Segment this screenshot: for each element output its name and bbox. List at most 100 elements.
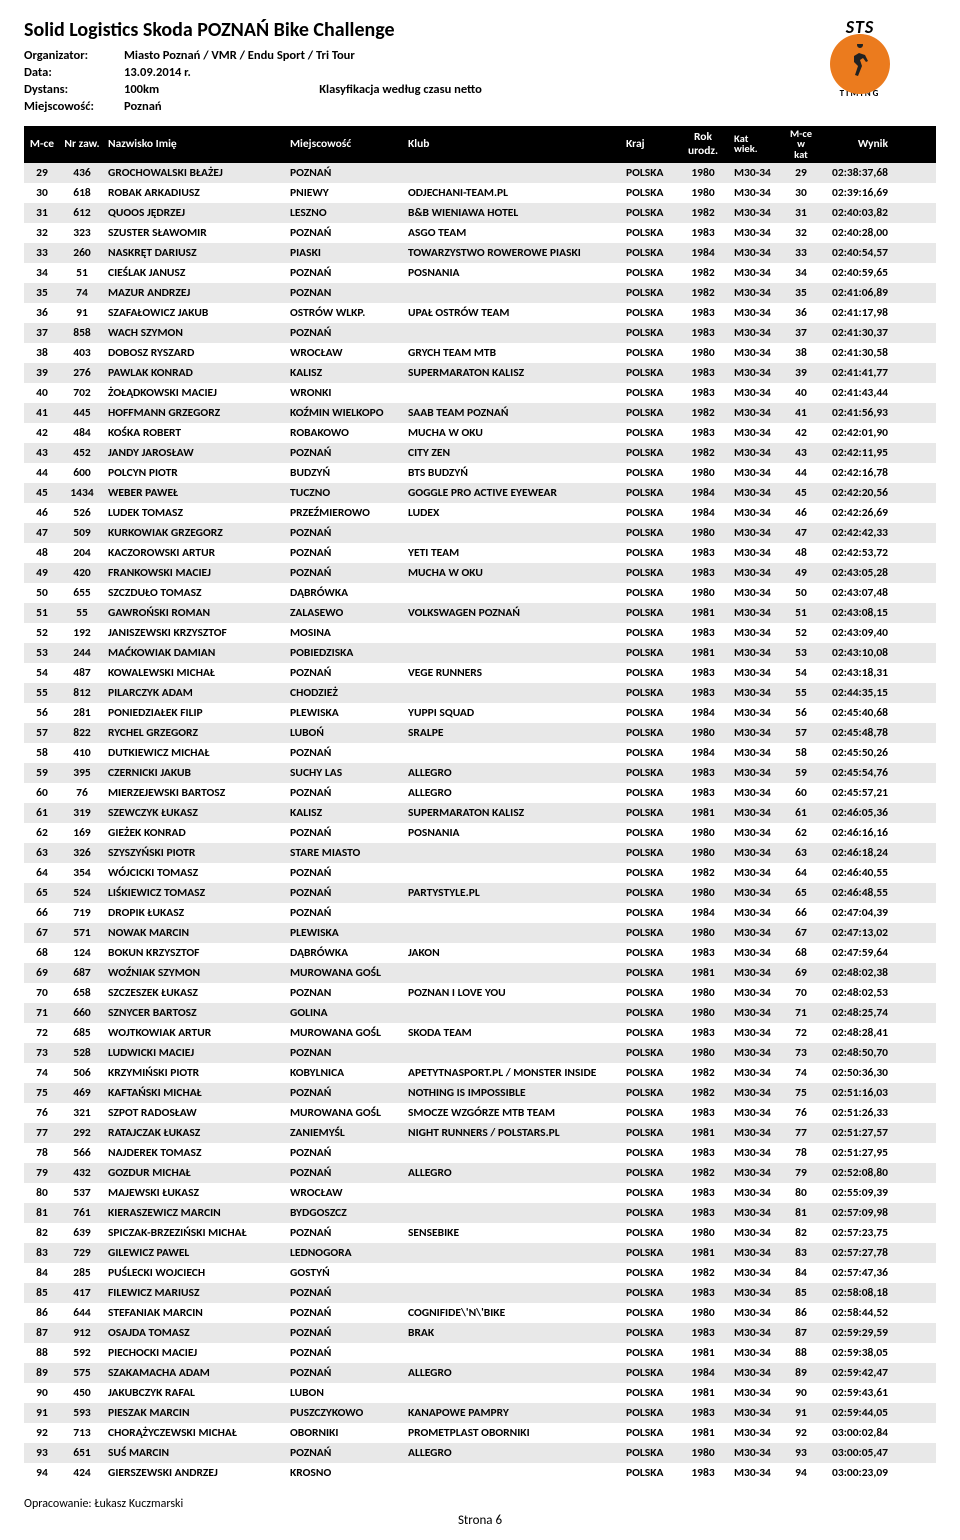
cell-mcek: 59 (782, 763, 820, 783)
cell-mce: 77 (24, 1123, 60, 1143)
cell-kat: M30-34 (730, 1263, 782, 1283)
cell-club: CITY ZEN (404, 443, 622, 463)
meta-organizator-label: Organizator: (24, 48, 124, 65)
cell-rok: 1980 (676, 163, 730, 183)
table-row: 54487KOWALEWSKI MICHAŁPOZNAŃVEGE RUNNERS… (24, 663, 936, 683)
cell-rok: 1983 (676, 543, 730, 563)
cell-mce: 36 (24, 303, 60, 323)
cell-kraj: POLSKA (622, 943, 676, 963)
cell-mce: 61 (24, 803, 60, 823)
cell-club: SUPERMARATON KALISZ (404, 803, 622, 823)
cell-kat: M30-34 (730, 783, 782, 803)
cell-club: ASGO TEAM (404, 223, 622, 243)
table-row: 3691SZAFAŁOWICZ JAKUBOSTRÓW WLKP.UPAŁ OS… (24, 303, 936, 323)
cell-name: SZEWCZYK ŁUKASZ (104, 803, 286, 823)
cell-wynik: 02:47:13,02 (820, 923, 894, 943)
cell-name: WOŹNIAK SZYMON (104, 963, 286, 983)
cell-kat: M30-34 (730, 563, 782, 583)
cell-club: KANAPOWE PAMPRY (404, 1403, 622, 1423)
cell-city: MUROWANA GOŚL (286, 1023, 404, 1043)
table-row: 66719DROPIK ŁUKASZPOZNAŃPOLSKA1984M30-34… (24, 903, 936, 923)
cell-club (404, 163, 622, 183)
cell-nr: 487 (60, 663, 104, 683)
table-row: 61319SZEWCZYK ŁUKASZKALISZSUPERMARATON K… (24, 803, 936, 823)
cell-kraj: POLSKA (622, 1283, 676, 1303)
table-row: 33260NASKRĘT DARIUSZPIASKITOWARZYSTWO RO… (24, 243, 936, 263)
cell-city: KOBYLNICA (286, 1063, 404, 1083)
table-row: 57822RYCHEL GRZEGORZLUBOŃSRALPEPOLSKA198… (24, 723, 936, 743)
cell-city: GOLINA (286, 1003, 404, 1023)
cell-club: UPAŁ OSTRÓW TEAM (404, 303, 622, 323)
cell-name: MIERZEJEWSKI BARTOSZ (104, 783, 286, 803)
cell-mce: 92 (24, 1423, 60, 1443)
cell-nr: 593 (60, 1403, 104, 1423)
cell-name: SZCZDUŁO TOMASZ (104, 583, 286, 603)
cell-kraj: POLSKA (622, 323, 676, 343)
table-row: 71660SZNYCER BARTOSZGOLINAPOLSKA1980M30-… (24, 1003, 936, 1023)
table-row: 85417FILEWICZ MARIUSZPOZNAŃPOLSKA1983M30… (24, 1283, 936, 1303)
cell-name: KIERASZEWICZ MARCIN (104, 1203, 286, 1223)
cell-city: BUDZYŃ (286, 463, 404, 483)
hdr-club: Klub (404, 134, 622, 154)
cell-kat: M30-34 (730, 883, 782, 903)
cell-mce: 46 (24, 503, 60, 523)
cell-city: POZNAŃ (286, 563, 404, 583)
cell-city: BYDGOSZCZ (286, 1203, 404, 1223)
cell-kraj: POLSKA (622, 243, 676, 263)
hdr-rok: Rok urodz. (676, 127, 730, 161)
cell-mcek: 61 (782, 803, 820, 823)
cell-mce: 43 (24, 443, 60, 463)
cell-nr: 822 (60, 723, 104, 743)
cell-kraj: POLSKA (622, 1023, 676, 1043)
cell-kraj: POLSKA (622, 683, 676, 703)
cell-wynik: 02:41:30,58 (820, 343, 894, 363)
cell-club: SKODA TEAM (404, 1023, 622, 1043)
cell-nr: 575 (60, 1363, 104, 1383)
cell-nr: 244 (60, 643, 104, 663)
cell-club (404, 843, 622, 863)
cell-rok: 1984 (676, 503, 730, 523)
cell-city: ZANIEMYŚL (286, 1123, 404, 1143)
cell-name: JANDY JAROSŁAW (104, 443, 286, 463)
cell-kraj: POLSKA (622, 1263, 676, 1283)
cell-mcek: 91 (782, 1403, 820, 1423)
cell-name: PAWLAK KONRAD (104, 363, 286, 383)
table-row: 79432GOZDUR MICHAŁPOZNAŃALLEGROPOLSKA198… (24, 1163, 936, 1183)
cell-kat: M30-34 (730, 223, 782, 243)
cell-name: ŻOŁĄDKOWSKI MACIEJ (104, 383, 286, 403)
cell-rok: 1983 (676, 1403, 730, 1423)
table-row: 30618ROBAK ARKADIUSZPNIEWYODJECHANI-TEAM… (24, 183, 936, 203)
cell-name: SUŚ MARCIN (104, 1443, 286, 1463)
cell-kat: M30-34 (730, 1423, 782, 1443)
table-row: 75469KAFTAŃSKI MICHAŁPOZNAŃNOTHING IS IM… (24, 1083, 936, 1103)
cell-nr: 51 (60, 263, 104, 283)
cell-name: KOŚKA ROBERT (104, 423, 286, 443)
cell-nr: 702 (60, 383, 104, 403)
cell-kat: M30-34 (730, 503, 782, 523)
cell-mce: 88 (24, 1343, 60, 1363)
cell-kat: M30-34 (730, 983, 782, 1003)
cell-city: LUBON (286, 1383, 404, 1403)
cell-wynik: 02:48:02,53 (820, 983, 894, 1003)
cell-rok: 1980 (676, 343, 730, 363)
cell-kat: M30-34 (730, 1143, 782, 1163)
cell-kat: M30-34 (730, 203, 782, 223)
cell-name: GIEŻEK KONRAD (104, 823, 286, 843)
cell-city: POZNAŃ (286, 1143, 404, 1163)
cell-city: WROCŁAW (286, 343, 404, 363)
cell-nr: 424 (60, 1463, 104, 1483)
cell-mce: 90 (24, 1383, 60, 1403)
cell-name: RATAJCZAK ŁUKASZ (104, 1123, 286, 1143)
table-row: 40702ŻOŁĄDKOWSKI MACIEJWRONKIPOLSKA1983M… (24, 383, 936, 403)
cell-wynik: 02:41:41,77 (820, 363, 894, 383)
cell-wynik: 02:43:08,15 (820, 603, 894, 623)
cell-name: CIEŚLAK JANUSZ (104, 263, 286, 283)
cell-city: ROBAKOWO (286, 423, 404, 443)
cell-club (404, 623, 622, 643)
cell-kraj: POLSKA (622, 643, 676, 663)
table-row: 48204KACZOROWSKI ARTURPOZNAŃYETI TEAMPOL… (24, 543, 936, 563)
cell-club: SENSEBIKE (404, 1223, 622, 1243)
cell-kat: M30-34 (730, 283, 782, 303)
cell-kat: M30-34 (730, 263, 782, 283)
cell-city: KALISZ (286, 363, 404, 383)
